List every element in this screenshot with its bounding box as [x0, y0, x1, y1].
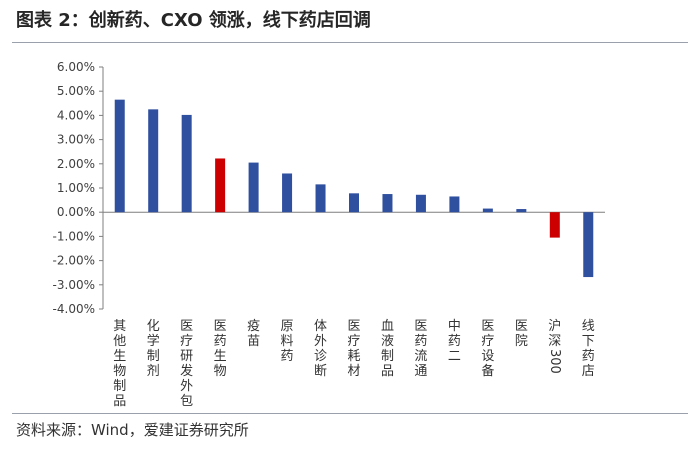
- category-label: 血液制品: [381, 319, 394, 379]
- y-tick-label: -4.00%: [53, 302, 95, 316]
- category-label: 化学制剂: [147, 319, 160, 379]
- category-label: 医疗设备: [481, 319, 494, 379]
- category-label: 医药生物: [214, 319, 227, 379]
- category-label: 体外诊断: [314, 319, 327, 379]
- bar: [114, 99, 125, 213]
- category-label-digits: 300: [547, 349, 562, 374]
- category-label: 医疗耗材: [347, 319, 360, 379]
- y-tick-label: 0.00%: [57, 205, 95, 219]
- category-label: 医疗研发外包: [180, 319, 193, 409]
- category-label: 沪深: [548, 318, 561, 349]
- bar: [248, 162, 259, 213]
- y-tick-label: 6.00%: [57, 60, 95, 74]
- bar: [181, 114, 192, 213]
- category-label: 原料药: [281, 319, 294, 364]
- title-divider: [12, 42, 688, 43]
- y-tick-label: -2.00%: [53, 254, 95, 268]
- bar: [415, 194, 426, 213]
- y-tick-label: 3.00%: [57, 133, 95, 147]
- y-tick-label: 5.00%: [57, 84, 95, 98]
- category-label: 医院: [515, 319, 528, 349]
- bar: [215, 158, 226, 213]
- category-label: 线下药店: [582, 319, 595, 379]
- bar: [583, 212, 594, 278]
- category-label: 其他生物制品: [113, 319, 126, 409]
- bar: [148, 109, 159, 213]
- bar: [449, 196, 460, 213]
- bar: [282, 173, 293, 213]
- bar: [482, 208, 493, 213]
- bar: [549, 212, 560, 238]
- y-tick-label: 2.00%: [57, 157, 95, 171]
- y-tick-label: -3.00%: [53, 278, 95, 292]
- y-tick-label: 1.00%: [57, 181, 95, 195]
- y-tick-label: 4.00%: [57, 108, 95, 122]
- bar: [315, 184, 326, 213]
- figure-title: 图表 2：创新药、CXO 领涨，线下药店回调: [16, 10, 371, 31]
- category-label: 医药流通: [414, 319, 427, 379]
- bar: [349, 193, 359, 213]
- y-tick-label: -1.00%: [53, 229, 95, 243]
- bar: [516, 209, 527, 213]
- source-divider: [12, 413, 688, 414]
- category-label: 中药二: [448, 319, 461, 364]
- bar: [382, 194, 393, 213]
- category-label: 疫苗: [247, 318, 260, 349]
- source-note: 资料来源：Wind，爱建证券研究所: [16, 421, 249, 439]
